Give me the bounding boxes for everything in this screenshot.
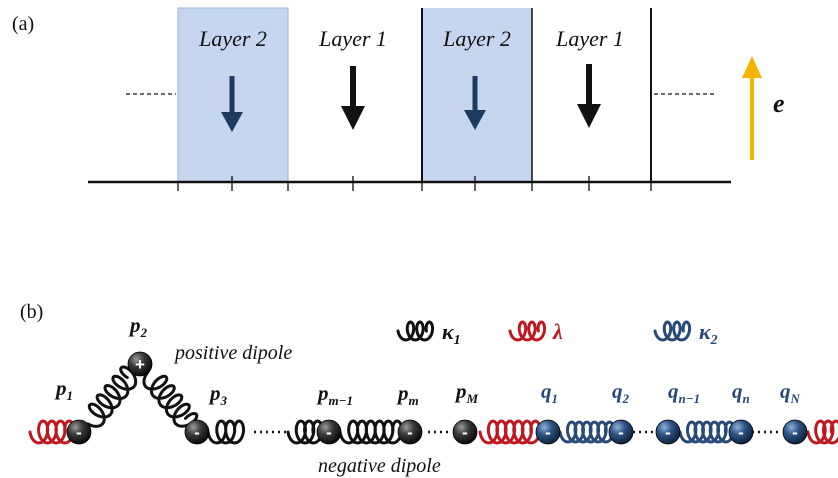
layer-label: Layer 1 xyxy=(555,26,624,51)
charge-sign: - xyxy=(545,423,551,442)
positive-dipole-label: positive dipole xyxy=(173,342,292,364)
legend-entry: κ2 xyxy=(653,319,718,348)
particle-bead: - xyxy=(655,419,681,445)
spring-kappa1 xyxy=(142,370,199,428)
spring-kappa1 xyxy=(86,365,138,428)
charge-sign: - xyxy=(792,423,798,442)
charge-sign: - xyxy=(407,423,413,442)
legend-spring-icon xyxy=(396,320,435,342)
down-arrow-icon xyxy=(221,76,243,132)
charge-sign: - xyxy=(326,423,332,442)
particle-bead: - xyxy=(66,419,92,445)
spring-lambda xyxy=(478,419,542,445)
particle-label: qn−1 xyxy=(668,379,700,406)
charge-sign: - xyxy=(738,423,744,442)
down-arrow-icon xyxy=(464,76,486,130)
particle-label: p1 xyxy=(54,376,73,403)
down-arrow-icon xyxy=(341,66,365,130)
particle-bead: - xyxy=(535,419,561,445)
particle-label: q2 xyxy=(612,379,630,406)
spring-chain xyxy=(28,365,838,445)
particles: - + - - - - - - - - - xyxy=(66,351,808,445)
particle-label: p3 xyxy=(208,381,228,408)
spring-lambda xyxy=(28,419,76,445)
layer-label: Layer 2 xyxy=(442,26,511,51)
particle-bead: - xyxy=(608,419,634,445)
particle-bead: - xyxy=(316,419,342,445)
particle-label: pM xyxy=(454,379,479,406)
charge-sign: - xyxy=(665,423,671,442)
legend-label: λ xyxy=(552,319,563,344)
spring-kappa2 xyxy=(558,420,616,444)
particle-bead: - xyxy=(782,419,808,445)
particle-label: pm−1 xyxy=(316,381,353,408)
particle-bead: - xyxy=(728,419,754,445)
legend-entry: κ1 xyxy=(396,319,461,348)
spring-kappa2 xyxy=(678,420,736,444)
particle-bead: - xyxy=(184,419,210,445)
particle-label: p2 xyxy=(128,313,148,340)
spring-legend: κ1 λ κ2 xyxy=(396,319,718,348)
particle-label: qn xyxy=(732,379,750,406)
down-arrow-icon xyxy=(577,64,601,128)
axis-ticks xyxy=(177,176,652,191)
charge-sign: - xyxy=(76,423,82,442)
layer-label: Layer 1 xyxy=(318,26,387,51)
field-label: e xyxy=(773,89,785,118)
panel-a: (a) Layer 2 Layer 1 Layer 2 Layer 1 xyxy=(12,7,785,191)
particle-label: q1 xyxy=(541,379,558,406)
field-up-arrow-icon xyxy=(742,56,762,160)
panel-a-tag: (a) xyxy=(12,13,34,35)
particle-labels: p1 p2 p3 pm−1 pm pM q1 q2 qn−1 qn qN xyxy=(54,313,801,408)
layer-label: Layer 2 xyxy=(198,26,267,51)
legend-label: κ2 xyxy=(699,319,718,348)
charge-sign: + xyxy=(135,355,145,374)
charge-sign: - xyxy=(462,423,468,442)
panel-b-tag: (b) xyxy=(20,301,43,323)
charge-sign: - xyxy=(618,423,624,442)
particle-label: pm xyxy=(396,381,419,408)
particle-label: qN xyxy=(780,379,801,406)
spring-lambda xyxy=(806,419,838,445)
particle-bead: - xyxy=(452,419,478,445)
charge-sign: - xyxy=(194,423,200,442)
negative-dipole-label: negative dipole xyxy=(318,455,441,477)
legend-spring-icon xyxy=(653,320,692,342)
spring-kappa1 xyxy=(206,419,246,445)
legend-label: κ1 xyxy=(442,319,461,348)
particle-bead: + xyxy=(127,351,153,377)
particle-bead: - xyxy=(397,419,423,445)
spring-kappa1 xyxy=(338,419,404,445)
panel-b: (b) - + - - - - - - - - - κ1 λ κ2 positive dipole ne… xyxy=(20,301,838,477)
legend-spring-icon xyxy=(508,320,547,342)
legend-entry: λ xyxy=(508,319,563,344)
